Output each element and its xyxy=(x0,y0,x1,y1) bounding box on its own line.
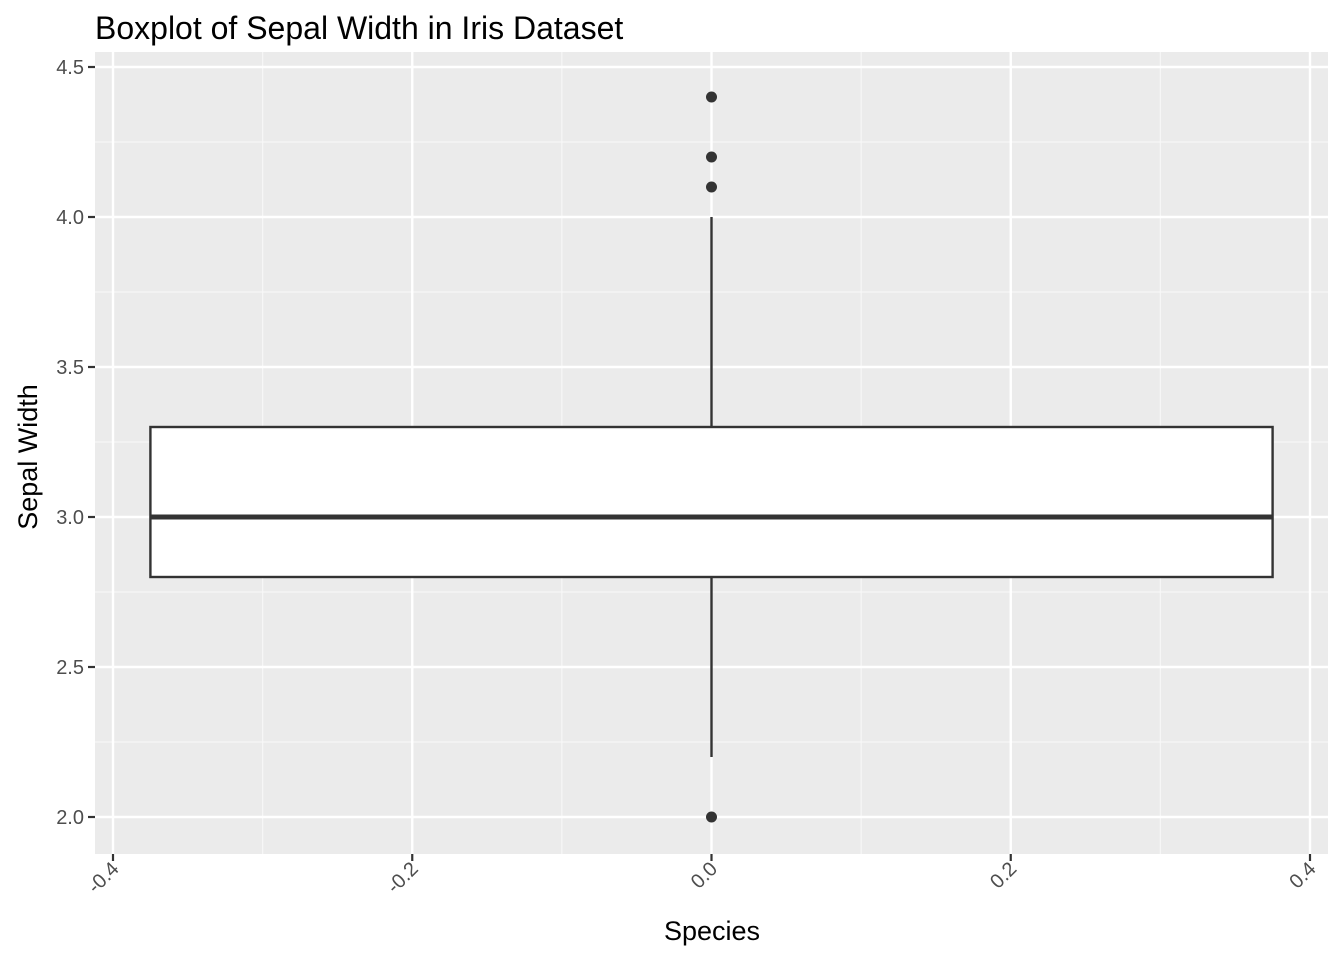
y-tick-label: 3.0 xyxy=(56,507,84,529)
y-tick-label: 3.5 xyxy=(56,357,84,379)
x-tick-label: 0.2 xyxy=(986,858,1021,893)
iqr-box xyxy=(149,425,1274,579)
x-tick-label: -0.2 xyxy=(383,858,423,898)
x-axis-title: Species xyxy=(664,916,760,946)
x-tick-label: -0.4 xyxy=(84,858,124,898)
outlier-point xyxy=(706,811,717,823)
y-axis-title: Sepal Width xyxy=(13,384,43,530)
x-tick-label: 0.4 xyxy=(1285,858,1320,893)
y-tick-label: 2.5 xyxy=(56,657,84,679)
outlier-point xyxy=(706,151,717,163)
box-marks xyxy=(149,91,1274,823)
outlier-point xyxy=(706,91,717,103)
chart-title: Boxplot of Sepal Width in Iris Dataset xyxy=(95,10,623,46)
outlier-point xyxy=(706,181,717,193)
x-tick-label: 0.0 xyxy=(687,858,722,893)
y-tick-label: 4.0 xyxy=(56,207,84,229)
y-tick-label: 4.5 xyxy=(56,57,84,79)
y-tick-label: 2.0 xyxy=(56,807,84,829)
